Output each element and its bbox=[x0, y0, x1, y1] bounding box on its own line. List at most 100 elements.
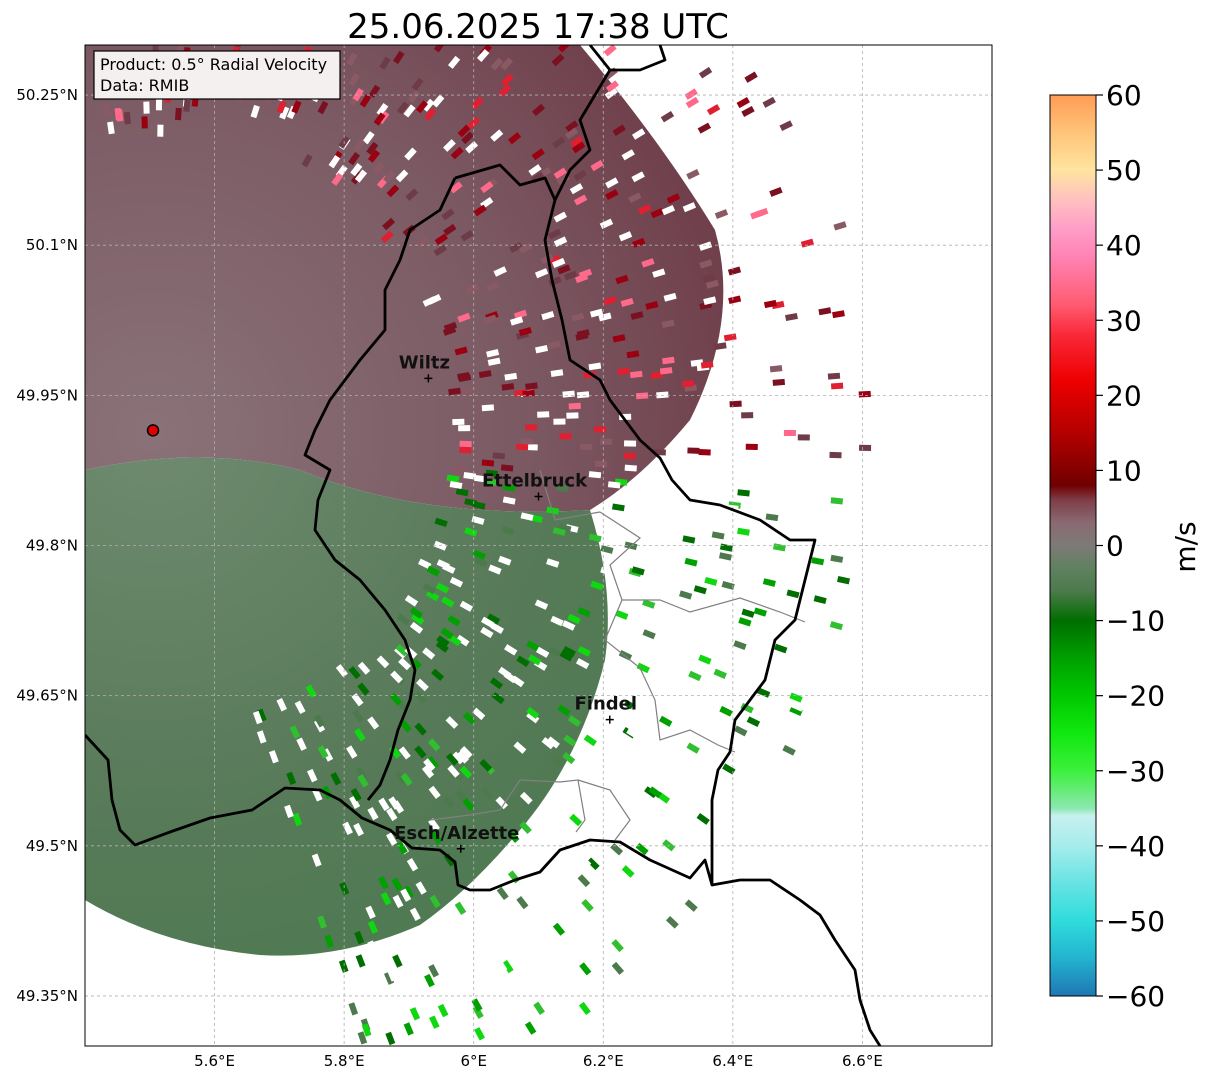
velocity-bin bbox=[733, 640, 747, 650]
velocity-bin bbox=[604, 87, 618, 100]
velocity-bin bbox=[734, 725, 748, 737]
velocity-bin bbox=[581, 898, 594, 912]
velocity-bin bbox=[662, 839, 676, 852]
velocity-bin bbox=[719, 153, 733, 164]
velocity-bin bbox=[550, 369, 564, 377]
velocity-bin bbox=[378, 797, 390, 812]
velocity-bin bbox=[500, 73, 514, 87]
velocity-bin bbox=[699, 259, 713, 269]
velocity-bin bbox=[394, 770, 407, 784]
velocity-bin bbox=[569, 183, 584, 195]
velocity-bin bbox=[562, 620, 576, 631]
velocity-bin bbox=[367, 716, 380, 730]
colorbar-tick-label: 0 bbox=[1106, 530, 1124, 563]
velocity-bin bbox=[686, 742, 700, 754]
velocity-bin bbox=[502, 496, 516, 505]
velocity-bin bbox=[373, 112, 386, 126]
velocity-bin bbox=[580, 443, 593, 451]
velocity-bin bbox=[348, 1002, 359, 1016]
velocity-bin bbox=[392, 954, 403, 968]
velocity-bin bbox=[559, 650, 574, 662]
velocity-speckles bbox=[101, 45, 872, 1046]
velocity-bin bbox=[411, 77, 424, 91]
velocity-bin bbox=[452, 418, 465, 426]
velocity-bin bbox=[114, 107, 122, 121]
velocity-bin bbox=[818, 307, 832, 316]
velocity-bin bbox=[510, 316, 524, 326]
velocity-bin bbox=[741, 412, 754, 419]
velocity-bin bbox=[346, 745, 358, 759]
velocity-bin bbox=[722, 132, 736, 144]
velocity-bin bbox=[487, 357, 501, 366]
velocity-bin bbox=[688, 670, 702, 682]
lat-tick-label: 49.35°N bbox=[16, 987, 78, 1005]
velocity-bin bbox=[442, 795, 455, 809]
velocity-bin bbox=[704, 576, 718, 586]
velocity-bin bbox=[600, 438, 613, 445]
velocity-bin bbox=[682, 202, 697, 213]
velocity-bin bbox=[317, 100, 329, 115]
city-markers: Wiltz Ettelbruck Findel Esch/Alzette bbox=[394, 352, 637, 853]
velocity-bin bbox=[570, 135, 584, 148]
velocity-bin bbox=[628, 192, 642, 204]
velocity-bin bbox=[650, 207, 664, 219]
velocity-bin bbox=[480, 626, 494, 639]
velocity-bin bbox=[575, 658, 590, 670]
velocity-bin bbox=[741, 105, 755, 117]
velocity-bin bbox=[705, 599, 719, 609]
velocity-bin bbox=[705, 279, 719, 289]
velocity-bin bbox=[591, 786, 605, 799]
velocity-bin bbox=[459, 387, 472, 396]
info-box: Product: 0.5° Radial Velocity Data: RMIB bbox=[93, 50, 341, 100]
velocity-bin bbox=[498, 84, 512, 97]
velocity-bin bbox=[351, 693, 364, 707]
lon-tick-label: 6.4°E bbox=[712, 1052, 753, 1070]
velocity-bin bbox=[103, 103, 111, 116]
velocity-bin bbox=[588, 938, 602, 952]
velocity-bin bbox=[816, 621, 830, 631]
velocity-bin bbox=[618, 650, 633, 661]
velocity-bin bbox=[446, 474, 460, 483]
velocity-bin bbox=[489, 677, 504, 690]
velocity-bin bbox=[696, 813, 710, 825]
velocity-bin bbox=[256, 730, 267, 744]
velocity-bin bbox=[559, 433, 572, 440]
velocity-bin bbox=[829, 451, 842, 459]
velocity-bin bbox=[388, 796, 400, 810]
velocity-bin bbox=[474, 1027, 486, 1041]
velocity-bin bbox=[562, 646, 576, 657]
velocity-bin bbox=[699, 59, 713, 72]
velocity-bin bbox=[704, 769, 719, 782]
velocity-bin bbox=[840, 258, 854, 267]
velocity-bin bbox=[415, 881, 427, 895]
velocity-bin bbox=[490, 57, 504, 71]
velocity-bin bbox=[747, 458, 760, 465]
velocity-bin bbox=[567, 613, 581, 625]
velocity-bin bbox=[550, 755, 564, 768]
velocity-bin bbox=[459, 446, 472, 454]
velocity-bin bbox=[672, 884, 686, 898]
velocity-bin bbox=[409, 907, 421, 921]
velocity-bin bbox=[460, 230, 474, 242]
colorbar-tick-label: −40 bbox=[1106, 830, 1165, 863]
velocity-bin bbox=[435, 582, 450, 594]
colorbar-tick-label: 20 bbox=[1106, 379, 1142, 412]
velocity-bin bbox=[335, 664, 348, 678]
velocity-bin bbox=[367, 806, 379, 821]
city-label: Ettelbruck bbox=[482, 470, 588, 491]
velocity-bin bbox=[471, 96, 484, 110]
velocity-bin bbox=[434, 233, 448, 246]
velocity-bin bbox=[453, 465, 467, 473]
lon-tick-label: 6°E bbox=[460, 1052, 487, 1070]
velocity-bin bbox=[390, 670, 403, 684]
velocity-bin bbox=[449, 481, 463, 490]
velocity-bin bbox=[738, 754, 753, 766]
inbound-echo-region bbox=[85, 457, 608, 956]
velocity-bin bbox=[588, 533, 602, 543]
info-data-source: Data: RMIB bbox=[100, 76, 189, 95]
velocity-bin bbox=[800, 609, 814, 619]
velocity-bin bbox=[467, 116, 481, 130]
velocity-bin bbox=[496, 1030, 508, 1044]
velocity-bin bbox=[577, 874, 591, 888]
lon-tick-label: 6.2°E bbox=[583, 1052, 624, 1070]
